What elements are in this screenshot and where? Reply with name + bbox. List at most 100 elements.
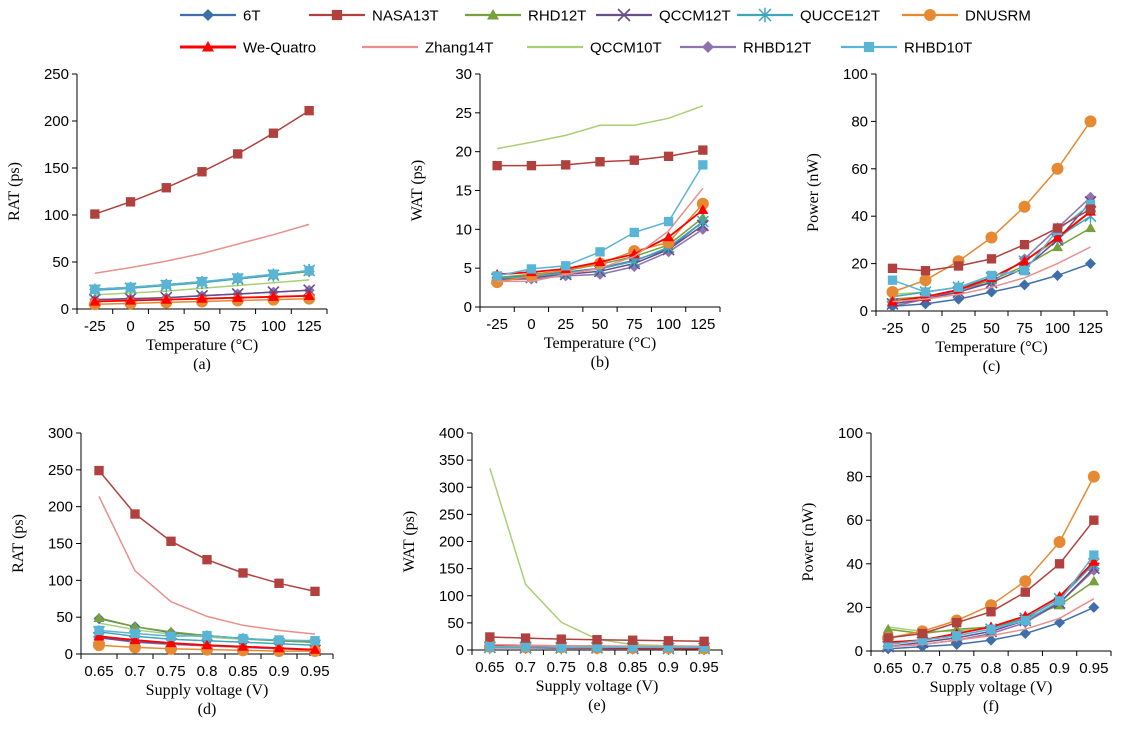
y-tick-label: 150	[44, 160, 69, 177]
y-tick-label: 0	[456, 642, 464, 659]
y-tick-label: 400	[439, 425, 464, 442]
data-point	[1019, 575, 1032, 588]
series-nasa13t	[94, 465, 320, 597]
y-tick-label: 40	[846, 556, 863, 573]
data-point	[696, 197, 709, 210]
data-point	[492, 160, 502, 171]
data-point	[1051, 162, 1064, 175]
data-point	[1054, 559, 1065, 569]
data-point	[93, 639, 105, 652]
x-tick-label: 0.8	[197, 663, 218, 680]
y-tick-label: 20	[851, 256, 868, 273]
data-point	[663, 636, 674, 646]
y-tick-label: 100	[48, 572, 73, 589]
data-point	[125, 282, 136, 293]
data-point	[663, 231, 675, 242]
data-point	[1020, 587, 1030, 597]
y-tick-label: 60	[851, 161, 868, 178]
data-point	[886, 286, 899, 299]
data-point	[90, 209, 100, 219]
series-line	[892, 246, 1091, 303]
x-tick-label: 0.85	[1011, 660, 1040, 677]
legend-label: QCCM10T	[590, 40, 662, 57]
series-zhang14t	[98, 496, 316, 635]
x-tick-label: 0.95	[690, 659, 719, 676]
y-axis-title: WAT (ps)	[409, 160, 426, 221]
legend-marker	[924, 9, 936, 21]
series-qccm10t	[489, 468, 705, 647]
y-tick-label: 200	[439, 534, 464, 551]
data-point	[629, 227, 639, 238]
data-point	[663, 642, 674, 652]
y-tick-label: 0	[61, 301, 69, 318]
y-axis-title: Power (nW)	[800, 503, 817, 582]
x-axis-title: Temperature (°C)	[146, 337, 258, 354]
data-point	[917, 628, 928, 639]
data-point	[1088, 575, 1100, 586]
y-tick-label: 50	[447, 615, 464, 632]
x-tick-label: 0.95	[1079, 660, 1108, 677]
x-tick-label: 0.8	[587, 659, 608, 676]
series-zhang14t	[892, 246, 1091, 303]
data-point	[882, 623, 894, 634]
series-line	[497, 187, 704, 283]
x-tick-label: 0.65	[84, 663, 113, 680]
data-point	[89, 295, 101, 306]
x-tick-label: 0.75	[547, 659, 576, 676]
y-tick-label: 50	[56, 609, 73, 626]
series-dnusrm	[886, 115, 1097, 299]
x-tick-label: 100	[656, 316, 681, 333]
y-tick-label: 200	[48, 499, 73, 516]
series-rhbd10t	[485, 642, 709, 652]
legend-item-nasa13t: NASA13T	[309, 8, 439, 25]
y-axis-title: WAT (ps)	[401, 511, 418, 572]
data-point	[594, 256, 606, 267]
data-point	[526, 264, 537, 274]
chart-e: 0 50 100 150 200 250 300 350 400 0.65 0.7 0.75 0.8 0.…	[401, 425, 723, 714]
legend-item-qucce12t: QUCCE12T	[737, 8, 880, 25]
y-tick-label: 100	[838, 425, 863, 442]
y-tick-label: 10	[455, 221, 472, 238]
series-dnusrm	[882, 470, 1100, 644]
x-tick-label: 75	[229, 318, 246, 335]
x-tick-label: 25	[158, 318, 175, 335]
x-tick-label: 25	[950, 320, 967, 337]
series-line	[489, 468, 705, 647]
data-point	[197, 277, 207, 287]
x-axis-title: Supply voltage (V)	[146, 682, 269, 699]
y-tick-label: 60	[846, 512, 863, 529]
data-point	[1087, 470, 1100, 483]
data-point	[663, 216, 674, 227]
data-point	[268, 269, 279, 279]
data-point	[1089, 550, 1099, 560]
data-point	[986, 270, 997, 281]
data-point	[1088, 601, 1100, 613]
x-tick-label: 0.75	[942, 660, 971, 677]
data-point	[1052, 241, 1063, 252]
x-tick-label: 50	[592, 316, 609, 333]
x-tick-label: 0.85	[618, 659, 647, 676]
data-point	[166, 631, 176, 641]
y-axis-title: RAT (ps)	[6, 162, 23, 221]
legend-item-rhbd10t: RHBD10T	[841, 40, 972, 57]
y-tick-label: 5	[464, 260, 472, 277]
data-point	[883, 633, 893, 643]
chart-d: 0 50 100 150 200 250 300 0.65 0.7 0.75 0.8 0.85 0.9 0…	[10, 425, 334, 718]
data-point	[1052, 223, 1063, 233]
data-point	[953, 293, 964, 305]
data-point	[233, 273, 243, 283]
y-tick-label: 300	[439, 479, 464, 496]
subfigure-label: (a)	[193, 356, 211, 373]
y-tick-label: 100	[44, 207, 69, 224]
data-point	[238, 568, 248, 578]
subfigure-label: (f)	[983, 698, 999, 715]
chart-b: 0 5 10 15 20 25 30 -25 0 25 50 75 100 125 Temperature …	[409, 66, 721, 371]
y-tick-label: 250	[439, 506, 464, 523]
data-point	[883, 639, 893, 650]
data-point	[985, 634, 997, 646]
data-point	[1088, 556, 1100, 566]
data-point	[985, 231, 998, 244]
data-point	[130, 509, 140, 519]
y-tick-label: 50	[52, 254, 69, 271]
